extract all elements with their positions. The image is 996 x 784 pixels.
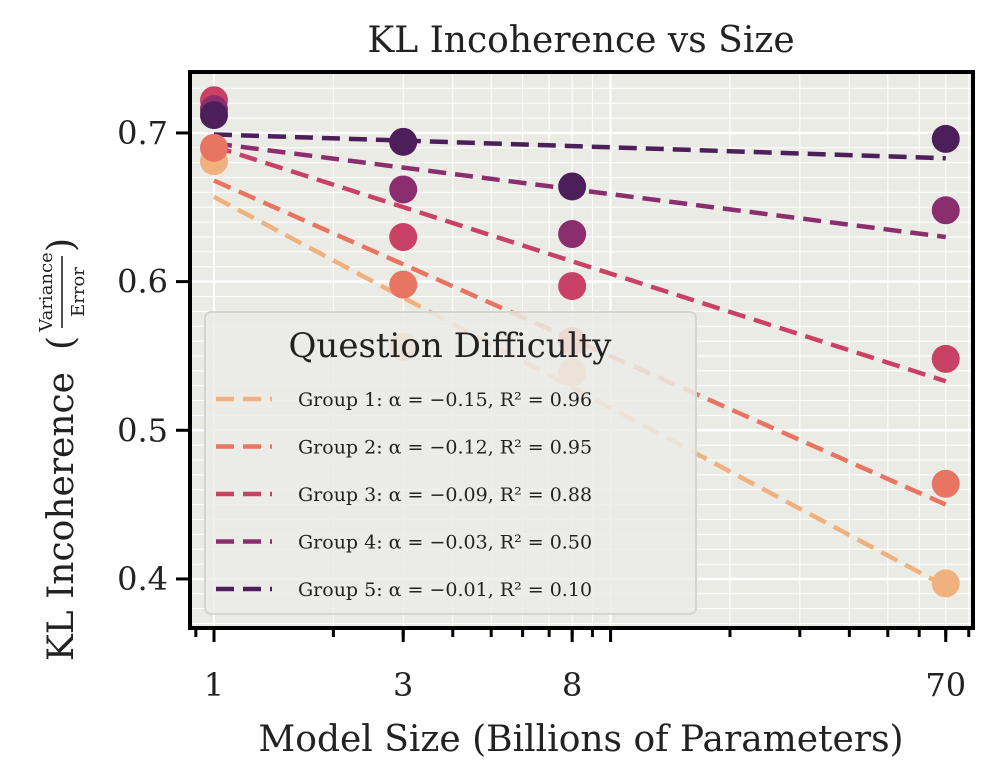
legend: Question Difficulty Group 1: α = −0.15, … bbox=[204, 311, 697, 615]
y-axis-label-close-paren: ) bbox=[41, 238, 82, 252]
legend-title: Question Difficulty bbox=[289, 326, 613, 366]
point-group-5-x8 bbox=[558, 172, 587, 201]
legend-label-group-2: Group 2: α = −0.12, R² = 0.95 bbox=[298, 437, 592, 459]
point-group-3-x3 bbox=[389, 223, 418, 252]
x-axis: 1 3 8 70 bbox=[194, 628, 971, 704]
x-tick-label: 1 bbox=[204, 666, 224, 704]
y-axis: 0.4 0.5 0.6 0.7 bbox=[117, 114, 190, 598]
fit-line-group-5 bbox=[213, 132, 946, 161]
y-tick-label: 0.4 bbox=[117, 560, 168, 598]
point-group-2-x3 bbox=[389, 270, 418, 299]
plot-frame bbox=[188, 70, 975, 630]
x-tick-label: 3 bbox=[393, 666, 413, 704]
point-group-5-x70 bbox=[931, 124, 960, 153]
point-group-1-x70 bbox=[931, 569, 960, 598]
legend-label-group-4: Group 4: α = −0.03, R² = 0.50 bbox=[298, 532, 592, 554]
x-axis-label: Model Size (Billions of Parameters) bbox=[258, 719, 903, 760]
y-axis-label-open-paren: ( bbox=[41, 336, 82, 350]
y-axis-label-denominator: Error bbox=[68, 267, 89, 317]
point-group-3-x70 bbox=[931, 344, 960, 373]
point-group-4-x3 bbox=[389, 175, 418, 204]
y-axis-label-numerator: Variance bbox=[36, 252, 57, 333]
y-axis-label-group: KL Incoherence ( Variance Error ) bbox=[36, 238, 89, 661]
point-group-5-x1 bbox=[199, 101, 228, 130]
y-tick-label: 0.5 bbox=[117, 411, 168, 449]
legend-box bbox=[204, 311, 697, 615]
legend-label-group-3: Group 3: α = −0.09, R² = 0.88 bbox=[298, 484, 592, 506]
x-tick-label: 70 bbox=[925, 666, 966, 704]
y-tick-label: 0.7 bbox=[117, 114, 168, 152]
y-tick-label: 0.6 bbox=[117, 263, 168, 301]
point-group-2-x70 bbox=[931, 469, 960, 498]
legend-label-group-5: Group 5: α = −0.01, R² = 0.10 bbox=[298, 579, 592, 601]
legend-label-group-1: Group 1: α = −0.15, R² = 0.96 bbox=[298, 389, 592, 411]
point-group-4-x8 bbox=[558, 220, 587, 249]
point-group-4-x70 bbox=[931, 196, 960, 225]
point-group-2-x1 bbox=[199, 133, 228, 162]
chart-title: KL Incoherence vs Size bbox=[367, 20, 794, 61]
point-group-5-x3 bbox=[389, 127, 418, 156]
y-axis-label: KL Incoherence bbox=[41, 372, 82, 661]
x-tick-label: 8 bbox=[562, 666, 582, 704]
point-group-3-x8 bbox=[558, 272, 587, 301]
fit-line-group-3 bbox=[213, 144, 947, 384]
